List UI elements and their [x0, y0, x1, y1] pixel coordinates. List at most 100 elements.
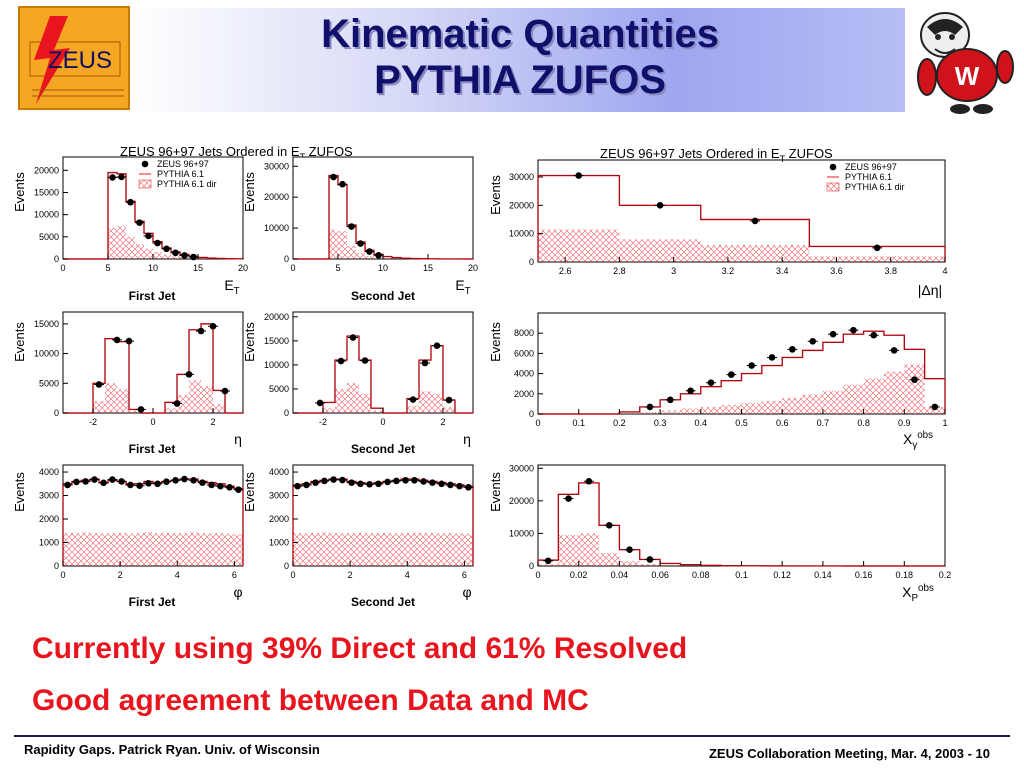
- x-tick-label: 2.6: [559, 266, 572, 276]
- y-tick-label: 0: [529, 409, 534, 419]
- data-point: [707, 379, 715, 386]
- mc-direct-bar: [126, 236, 135, 259]
- x-tick-label: 1: [942, 418, 947, 428]
- data-point: [137, 406, 145, 413]
- data-point: [316, 399, 324, 407]
- y-tick-label: 10000: [34, 210, 59, 220]
- data-point: [181, 475, 188, 483]
- y-tick-label: 5000: [39, 378, 59, 388]
- data-point: [375, 251, 382, 259]
- x-tick-label: 0: [60, 570, 65, 580]
- y-tick-label: 10000: [509, 229, 534, 239]
- data-point: [768, 354, 776, 361]
- x-tick-label: 0.1: [572, 418, 585, 428]
- legend-entry: PYTHIA 6.1: [157, 169, 204, 179]
- data-point: [829, 330, 837, 338]
- data-point: [197, 327, 205, 335]
- mc-direct-bar: [189, 532, 198, 566]
- y-tick-label: 2000: [39, 514, 59, 524]
- data-point: [163, 478, 170, 485]
- y-axis-label: Events: [488, 322, 503, 362]
- mc-direct-bar: [347, 533, 356, 566]
- data-point: [870, 331, 878, 339]
- y-tick-label: 10000: [509, 528, 534, 538]
- data-point: [751, 217, 759, 225]
- mc-direct-bar: [171, 255, 180, 259]
- data-point: [235, 486, 242, 493]
- data-point: [585, 477, 593, 485]
- legend-entry: ZEUS 96+97: [157, 159, 209, 169]
- mc-direct-bar: [198, 258, 207, 259]
- y-tick-label: 4000: [39, 467, 59, 477]
- mc-direct-bar: [365, 533, 374, 566]
- mc-direct-bar: [63, 533, 72, 566]
- plot-frame: [292, 311, 474, 414]
- mc-direct-bar: [660, 410, 681, 414]
- mc-direct-bar: [407, 405, 419, 413]
- data-point: [728, 371, 735, 378]
- x-tick-label: 0.06: [651, 570, 669, 580]
- data-point: [154, 239, 161, 247]
- mc-direct-bar: [619, 239, 701, 262]
- y-axis-label: Events: [12, 172, 27, 212]
- mc-direct-bar: [180, 533, 189, 566]
- badger-mascot-icon: W: [905, 5, 1017, 115]
- y-tick-label: 10000: [264, 223, 289, 233]
- x-tick-label: 0: [535, 570, 540, 580]
- mc-direct-bar: [809, 256, 945, 262]
- plot-eta2: -2 0 2 0 5000 10000 15000 20000 Events η Second Je…: [242, 311, 474, 456]
- legend-entry: PYTHIA 6.1 dir: [845, 182, 905, 192]
- data-point: [646, 556, 654, 563]
- footer-right: ZEUS Collaboration Meeting, Mar. 4, 2003…: [708, 746, 990, 761]
- y-tick-label: 10000: [34, 349, 59, 359]
- mc-direct-bar: [392, 258, 401, 259]
- x-tick-label: 0.6: [776, 418, 789, 428]
- data-point: [145, 480, 152, 487]
- mc-direct-bar: [198, 533, 207, 566]
- jet-label: Second Jet: [351, 595, 415, 609]
- mc-direct-bar: [383, 533, 392, 566]
- mc-direct-bar: [446, 533, 455, 566]
- mc-direct-bar: [401, 533, 410, 566]
- data-point: [294, 482, 301, 490]
- data-point: [95, 381, 103, 388]
- data-point: [82, 478, 89, 485]
- mc-direct-bar: [356, 252, 365, 259]
- mc-direct-bar: [144, 531, 153, 566]
- mc-direct-bar: [117, 225, 126, 259]
- mc-direct-bar: [347, 246, 356, 259]
- y-tick-label: 2000: [269, 514, 289, 524]
- mc-direct-bar: [822, 390, 844, 414]
- x-axis-label: |Δη|: [918, 282, 942, 298]
- plot-xg: 0 0.1 0.2 0.3 0.4 0.5 0.6 0.7 0.8 0.9 1 0 2000 4000 60…: [488, 312, 948, 451]
- x-tick-label: 0: [380, 417, 385, 427]
- y-tick-label: 0: [54, 561, 59, 571]
- mc-direct-bar: [883, 371, 905, 414]
- data-point: [409, 396, 417, 403]
- y-tick-label: 30000: [509, 463, 534, 473]
- plot-eta1: -2 0 2 0 5000 10000 15000 Events η First Jet: [12, 311, 244, 456]
- mc-direct-bar: [177, 395, 189, 413]
- mc-direct-bar: [680, 408, 701, 414]
- data-point: [911, 376, 918, 383]
- jet-label: Second Jet: [351, 289, 415, 303]
- footer-divider: [14, 735, 1010, 737]
- mc-direct-bar: [443, 407, 455, 413]
- y-tick-label: 0: [284, 561, 289, 571]
- y-axis-label: Events: [12, 472, 27, 512]
- mc-direct-bar: [162, 254, 171, 259]
- data-point: [339, 180, 346, 188]
- x-tick-label: 4: [175, 570, 180, 580]
- mc-direct-bar: [93, 401, 105, 413]
- data-point: [393, 477, 400, 485]
- legend-marker-data: [141, 160, 149, 168]
- y-tick-label: 0: [284, 408, 289, 418]
- mc-total-outline: [538, 330, 946, 415]
- x-tick-label: 0.04: [611, 570, 629, 580]
- x-tick-label: 3.2: [722, 266, 735, 276]
- x-tick-label: 0.02: [570, 570, 588, 580]
- y-tick-label: 2000: [514, 389, 534, 399]
- x-axis-label: XPobs: [902, 583, 934, 604]
- data-point: [890, 347, 898, 354]
- x-tick-label: 0: [60, 263, 65, 273]
